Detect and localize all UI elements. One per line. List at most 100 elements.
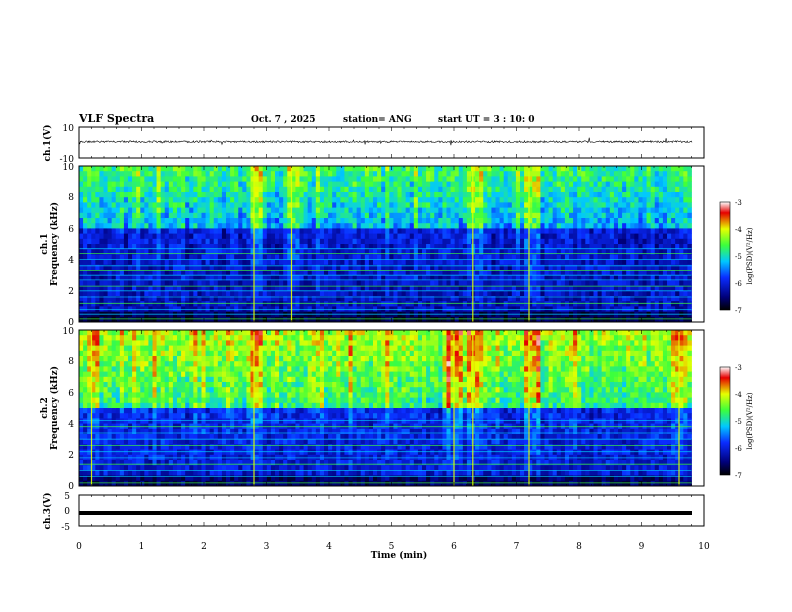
spectrogram-cell xyxy=(115,296,121,302)
spectrogram-cell xyxy=(540,238,545,245)
spectrogram-cell xyxy=(283,228,288,234)
spectrogram-cell xyxy=(344,223,349,229)
spectrogram-cell xyxy=(487,197,492,203)
spectrogram-cell xyxy=(422,186,427,193)
spectrogram-cell xyxy=(601,316,607,323)
spectrogram-cell xyxy=(315,290,321,297)
spectrogram-cell xyxy=(291,270,296,276)
spectrogram-cell xyxy=(560,275,566,281)
spectrogram-cell xyxy=(601,233,607,240)
spectrogram-cell xyxy=(209,181,215,188)
spectrogram-cell xyxy=(389,207,394,214)
spectrogram-cell xyxy=(552,270,558,276)
spectrogram-cell xyxy=(217,207,223,214)
spectrogram-cell xyxy=(156,223,162,229)
spectrogram-cell xyxy=(622,186,627,193)
spectrogram-cell xyxy=(601,290,607,297)
spectrogram-cell xyxy=(119,233,125,240)
spectrogram-cell xyxy=(475,296,480,302)
spectrogram-cell xyxy=(667,290,672,297)
spectrogram-cell xyxy=(589,244,594,250)
spectrogram-cell xyxy=(177,223,182,229)
spectrogram-cell xyxy=(352,171,358,177)
spectrogram-cell xyxy=(426,270,431,276)
spectrogram-cell xyxy=(336,233,341,240)
spectrogram-cell xyxy=(520,212,525,219)
spectrogram-cell xyxy=(344,296,349,302)
spectrogram-cell xyxy=(385,254,390,260)
spectrogram-cell xyxy=(266,285,272,292)
spectrogram-cell xyxy=(303,166,309,172)
spectrogram-cell xyxy=(585,218,590,224)
spectrogram-cell xyxy=(413,249,419,255)
spectrogram-cell xyxy=(197,296,202,302)
spectrogram-cell xyxy=(193,228,198,234)
spectrogram-cell xyxy=(148,249,153,255)
spectrogram-cell xyxy=(503,249,509,255)
spectrogram-cell xyxy=(87,212,92,219)
spectrogram-cell xyxy=(181,264,186,271)
spectrogram-cell xyxy=(123,223,129,229)
spectrogram-cell xyxy=(115,212,121,219)
spectrogram-cell xyxy=(79,465,84,471)
spectrogram-cell xyxy=(675,218,680,224)
spectrogram-cell xyxy=(438,316,443,323)
spectrogram-cell xyxy=(270,316,276,323)
spectrogram-cell xyxy=(119,186,125,193)
spectrogram-cell xyxy=(507,218,513,224)
spectrogram-cell xyxy=(315,192,321,198)
spectrogram-cell xyxy=(91,418,96,424)
spectrogram-cell xyxy=(524,264,529,271)
spectrogram-cell xyxy=(438,171,443,177)
spectrogram-cell xyxy=(524,166,529,172)
spectrogram-cell xyxy=(503,301,509,307)
spectrogram-cell xyxy=(483,233,488,240)
spectrogram-cell xyxy=(230,244,235,250)
spectrogram-cell xyxy=(564,296,570,302)
spectrogram-cell xyxy=(646,275,652,281)
spectrogram-cell xyxy=(536,212,541,219)
spectrogram-cell xyxy=(573,207,578,214)
spectrogram-cell xyxy=(511,254,517,260)
spectrogram-cell xyxy=(564,316,570,323)
spectrogram-cell xyxy=(205,233,211,240)
spectrogram-cell xyxy=(262,264,268,271)
spectrogram-cell xyxy=(581,228,586,234)
spectrogram-cell xyxy=(160,270,166,276)
spectrogram-cell xyxy=(311,296,317,302)
spectrogram-cell xyxy=(107,408,113,414)
spectrogram-cell xyxy=(658,316,664,323)
spectrogram-cell xyxy=(385,233,390,240)
spectrogram-cell xyxy=(515,207,521,214)
spectrogram-cell xyxy=(234,238,239,245)
spectrogram-cell xyxy=(373,316,378,323)
spectrogram-cell xyxy=(83,254,88,260)
spectrogram-cell xyxy=(569,197,574,203)
spectrogram-cell xyxy=(413,316,419,323)
spectrogram-cell xyxy=(654,192,660,198)
spectrogram-cell xyxy=(573,264,578,271)
spectrogram-cell xyxy=(544,290,549,297)
spectrogram-cell xyxy=(364,207,370,214)
spectrogram-cell xyxy=(413,186,419,193)
spectrogram-cell xyxy=(95,465,100,471)
spectrogram-cell xyxy=(422,228,427,234)
spectrogram-cell xyxy=(352,285,358,292)
spectrogram-cell xyxy=(511,192,517,198)
spectrogram-cell xyxy=(401,275,407,281)
spectrogram-cell xyxy=(630,296,635,302)
spectrogram-cell xyxy=(507,275,513,281)
spectrogram-cell xyxy=(446,197,451,203)
spectrogram-cell xyxy=(368,207,374,214)
spectrogram-cell xyxy=(262,212,268,219)
spectrogram-cell xyxy=(181,280,186,286)
spectrogram-cell xyxy=(87,434,92,440)
spectrogram-cell xyxy=(283,212,288,219)
spectrogram-cell xyxy=(360,212,366,219)
spectrogram-cell xyxy=(152,270,157,276)
spectrogram-cell xyxy=(299,296,304,302)
figure-title: VLF Spectra xyxy=(78,112,154,125)
spectrogram-cell xyxy=(217,233,223,240)
spectrogram-cell xyxy=(258,202,264,208)
spectrogram-cell xyxy=(181,290,186,297)
